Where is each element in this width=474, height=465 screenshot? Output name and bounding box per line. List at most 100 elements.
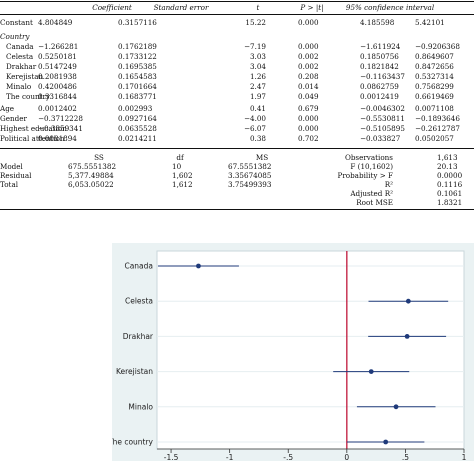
category-label: Canada — [124, 262, 153, 271]
ci-low-cell: −0.5105895 — [360, 124, 405, 133]
stat-label: R² — [384, 180, 393, 189]
p-cell: 0.049 — [298, 92, 319, 101]
t-cell: 2.47 — [249, 82, 266, 91]
x-tick-label: 1 — [462, 453, 467, 461]
t-cell: 1.26 — [249, 72, 266, 81]
t-cell: −6.07 — [243, 124, 266, 133]
stat-label: Observations — [344, 153, 393, 162]
category-label: Drakhar — [123, 332, 154, 341]
table-mid-rule — [0, 148, 474, 149]
estimate-point — [405, 298, 411, 304]
ci-high-cell: −0.9206368 — [415, 42, 460, 51]
ci-low-cell: 0.1821842 — [360, 62, 399, 71]
coef-cell: −0.3859341 — [38, 124, 83, 133]
coef-cell: 0.4200486 — [38, 82, 77, 91]
coef-cell: −1.266281 — [38, 42, 79, 51]
table-header-cell: P > |t| — [300, 3, 324, 12]
section-label: Country — [0, 32, 30, 41]
ci-low-cell: 0.0012419 — [360, 92, 399, 101]
anova-label: Residual — [0, 171, 32, 180]
stat-label: Root MSE — [356, 198, 393, 207]
p-cell: 0.000 — [298, 114, 319, 123]
table-header-cell: Coefficient — [92, 3, 132, 12]
ci-high-cell: 0.6619469 — [415, 92, 454, 101]
row-label: Drakhar — [6, 62, 37, 71]
anova-label: Total — [0, 180, 19, 189]
se-cell: 0.0214211 — [118, 134, 157, 143]
ci-low-cell: 0.1850756 — [360, 52, 399, 61]
estimate-point — [368, 369, 374, 374]
row-label: Constant — [0, 18, 33, 27]
table-bottom-rule — [0, 209, 474, 210]
p-cell: 0.002 — [298, 62, 319, 71]
ci-low-cell: −0.1163437 — [360, 72, 405, 81]
row-label: Political attention — [0, 134, 65, 143]
stat-value: 20.13 — [437, 162, 458, 171]
row-label: Minalo — [6, 82, 32, 91]
anova-df: 10 — [172, 162, 182, 171]
coefficient-plot-svg: -1.5 -1 -.5 0 .5 1 Canada Celesta Drakhar Kerejis… — [107, 243, 474, 462]
se-cell: 0.0927164 — [118, 114, 157, 123]
x-tick-label: -.5 — [283, 453, 293, 461]
ci-high-cell: 0.5327314 — [415, 72, 454, 81]
t-cell: −7.19 — [243, 42, 266, 51]
ci-low-cell: 0.0862759 — [360, 82, 399, 91]
p-cell: 0.014 — [298, 82, 319, 91]
t-cell: −4.00 — [243, 114, 266, 123]
row-label: Highest education — [0, 124, 67, 133]
row-label: Gender — [0, 114, 27, 123]
table-header-rule — [0, 14, 474, 15]
anova-header: SS — [94, 153, 104, 162]
row-label: The country — [6, 92, 50, 101]
p-cell: 0.000 — [298, 124, 319, 133]
anova-ss: 675.5551382 — [68, 162, 117, 171]
p-cell: 0.000 — [298, 42, 319, 51]
p-cell: 0.679 — [298, 104, 319, 113]
stat-value: 1,613 — [437, 153, 458, 162]
anova-ss: 5,377.49884 — [68, 171, 114, 180]
t-cell: 3.03 — [249, 52, 266, 61]
coefficient-plot: -1.5 -1 -.5 0 .5 1 Canada Celesta Drakhar Kerejis… — [107, 243, 474, 462]
table-header-cell: Standard error — [153, 3, 209, 12]
estimate-point — [393, 404, 399, 410]
ci-high-cell: 0.0502057 — [415, 134, 454, 143]
table-header-cell: t — [256, 3, 260, 12]
x-tick-label: -1 — [226, 453, 234, 461]
ci-high-cell: 0.7568299 — [415, 82, 454, 91]
stat-label: Probability > F — [337, 171, 393, 180]
anova-ss: 6,053.05022 — [68, 180, 114, 189]
se-cell: 0.1762189 — [118, 42, 157, 51]
anova-ms: 3.75499393 — [228, 180, 272, 189]
x-tick-label: 0 — [344, 453, 349, 461]
coef-cell: 0.0012402 — [38, 104, 77, 113]
table-top-rule — [0, 1, 474, 2]
se-cell: 0.1701664 — [118, 82, 157, 91]
category-label: Minalo — [128, 402, 153, 411]
row-label: Kerejistan — [6, 72, 44, 81]
se-cell: 0.1654583 — [118, 72, 157, 81]
anova-df: 1,602 — [172, 171, 193, 180]
ci-high-cell: 0.8649607 — [415, 52, 454, 61]
ci-high-cell: −0.1893646 — [415, 114, 460, 123]
p-cell: 0.702 — [298, 134, 319, 143]
ci-low-cell: −0.033827 — [360, 134, 401, 143]
stat-value: 1.8321 — [437, 198, 463, 207]
anova-ms: 67.5551382 — [228, 162, 272, 171]
t-cell: 0.38 — [249, 134, 266, 143]
estimate-point — [196, 263, 201, 269]
estimate-point — [404, 334, 410, 339]
stat-value: 0.0000 — [437, 171, 463, 180]
coef-cell: 4.804849 — [38, 18, 73, 27]
coef-cell: 0.5250181 — [38, 52, 77, 61]
row-label: Celesta — [6, 52, 34, 61]
se-cell: 0.1733122 — [118, 52, 157, 61]
anova-ms: 3.35674085 — [228, 171, 272, 180]
stat-label: Adjusted R² — [350, 189, 393, 198]
coef-cell: 0.3316844 — [38, 92, 77, 101]
category-label: Celesta — [125, 297, 153, 306]
coef-cell: 0.0081894 — [38, 134, 77, 143]
ci-low-cell: −0.0046302 — [360, 104, 405, 113]
coef-cell: −0.3712228 — [38, 114, 83, 123]
t-cell: 3.04 — [249, 62, 266, 71]
